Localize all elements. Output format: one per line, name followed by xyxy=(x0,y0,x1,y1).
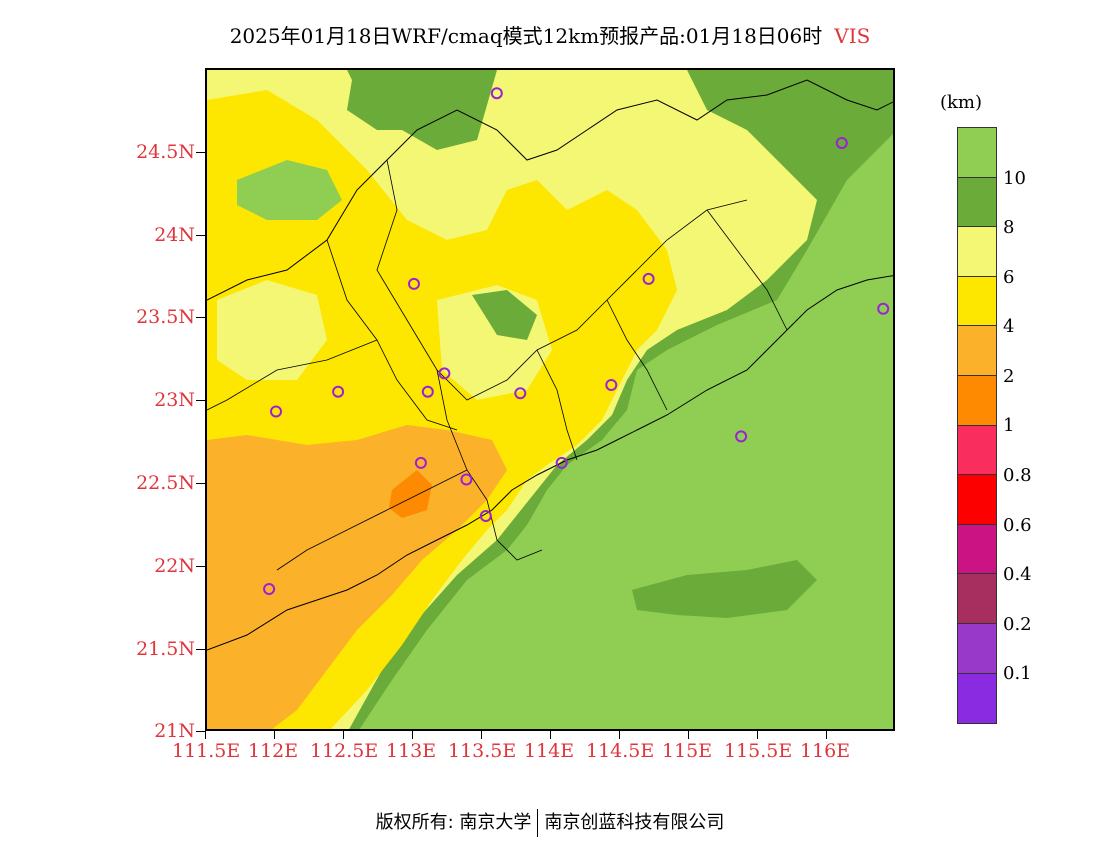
x-label: 116E xyxy=(800,740,851,762)
y-tick xyxy=(196,566,205,567)
x-label: 111.5E xyxy=(172,740,241,762)
footer-separator xyxy=(537,809,539,837)
colorbar-label: 1 xyxy=(1003,415,1015,436)
y-tick xyxy=(196,400,205,401)
colorbar-segment xyxy=(958,276,996,327)
colorbar-label: 2 xyxy=(1003,366,1015,387)
title-main: 2025年01月18日WRF/cmaq模式12km预报产品:01月18日06时 xyxy=(229,24,823,48)
x-tick xyxy=(412,731,413,739)
y-label: 22N xyxy=(154,555,195,577)
x-tick xyxy=(688,731,689,739)
colorbar-unit: (km) xyxy=(940,92,983,113)
colorbar xyxy=(957,127,997,725)
dark-orange-patch xyxy=(389,470,432,518)
y-label: 23.5N xyxy=(136,306,195,328)
county-border xyxy=(207,159,788,571)
x-label: 114E xyxy=(524,740,575,762)
province-border xyxy=(207,79,893,301)
y-label: 21N xyxy=(154,720,195,742)
colorbar-label: 10 xyxy=(1003,168,1026,189)
green-pocket xyxy=(347,75,437,130)
colorbar-segment xyxy=(958,574,996,624)
station-marker xyxy=(332,385,345,398)
colorbar-segment xyxy=(958,177,996,228)
colorbar-label: 0.6 xyxy=(1003,515,1032,536)
station-marker xyxy=(460,473,473,486)
station-marker xyxy=(408,277,420,290)
x-label: 112.5E xyxy=(310,740,379,762)
colorbar-segment xyxy=(958,326,996,376)
footer-left: 版权所有: 南京大学 xyxy=(375,812,532,833)
colorbar-segment xyxy=(958,227,996,277)
station-marker xyxy=(555,456,568,469)
station-marker xyxy=(438,367,451,380)
y-tick xyxy=(196,649,205,650)
colorbar-segment xyxy=(958,673,996,724)
y-label: 24.5N xyxy=(136,141,195,163)
x-tick xyxy=(205,731,206,739)
x-tick xyxy=(826,731,827,739)
green-pocket xyxy=(472,290,537,340)
colorbar-label: 0.1 xyxy=(1003,663,1032,684)
x-label: 115E xyxy=(662,740,713,762)
colorbar-segment xyxy=(958,475,996,525)
colorbar-label: 0.2 xyxy=(1003,614,1032,635)
offshore-patch xyxy=(632,560,817,618)
station-marker xyxy=(270,405,282,418)
y-tick xyxy=(196,731,205,732)
colorbar-segment xyxy=(958,425,996,476)
y-label: 24N xyxy=(154,224,195,246)
orange-region xyxy=(207,425,507,729)
stations-layer xyxy=(263,87,890,595)
station-marker xyxy=(263,583,276,595)
y-tick xyxy=(196,152,205,153)
visibility-field xyxy=(207,70,893,729)
x-tick xyxy=(619,731,620,739)
x-label: 112E xyxy=(248,740,299,762)
x-label: 114.5E xyxy=(586,740,655,762)
x-tick xyxy=(481,731,482,739)
y-label: 23N xyxy=(154,389,195,411)
y-label: 22.5N xyxy=(136,472,195,494)
station-marker xyxy=(605,379,618,391)
station-marker xyxy=(490,87,503,100)
y-tick xyxy=(196,483,205,484)
y-label: 21.5N xyxy=(136,638,195,660)
colorbar-segment xyxy=(958,128,996,178)
y-tick xyxy=(196,235,205,236)
station-marker xyxy=(479,510,492,522)
station-marker xyxy=(414,456,427,469)
x-tick xyxy=(550,731,551,739)
x-label: 115.5E xyxy=(724,740,793,762)
colorbar-label: 0.8 xyxy=(1003,465,1032,486)
colorbar-label: 8 xyxy=(1003,217,1015,238)
colorbar-segment xyxy=(958,524,996,575)
colorbar-segment xyxy=(958,623,996,674)
y-tick xyxy=(196,317,205,318)
x-tick xyxy=(274,731,275,739)
x-label: 113E xyxy=(386,740,437,762)
visibility-map xyxy=(205,68,895,731)
coastline xyxy=(207,275,893,651)
x-label: 113.5E xyxy=(448,740,517,762)
x-tick xyxy=(343,731,344,739)
green-pocket xyxy=(237,160,342,220)
station-marker xyxy=(835,137,848,149)
colorbar-label: 6 xyxy=(1003,267,1015,288)
footer-right: 南京创蓝科技有限公司 xyxy=(544,812,725,833)
colorbar-label: 0.4 xyxy=(1003,564,1032,585)
light-yellow-pocket xyxy=(217,280,327,380)
x-tick xyxy=(757,731,758,739)
station-marker xyxy=(514,387,527,400)
station-marker xyxy=(735,430,748,443)
map-title: 2025年01月18日WRF/cmaq模式12km预报产品:01月18日06时 V… xyxy=(0,20,1100,49)
colorbar-label: 4 xyxy=(1003,316,1015,337)
colorbar-segment xyxy=(958,375,996,426)
station-marker xyxy=(421,385,434,398)
station-marker xyxy=(877,302,890,315)
title-variable: VIS xyxy=(834,24,871,48)
copyright-footer: 版权所有: 南京大学 南京创蓝科技有限公司 xyxy=(0,808,1100,837)
station-marker xyxy=(642,272,655,285)
